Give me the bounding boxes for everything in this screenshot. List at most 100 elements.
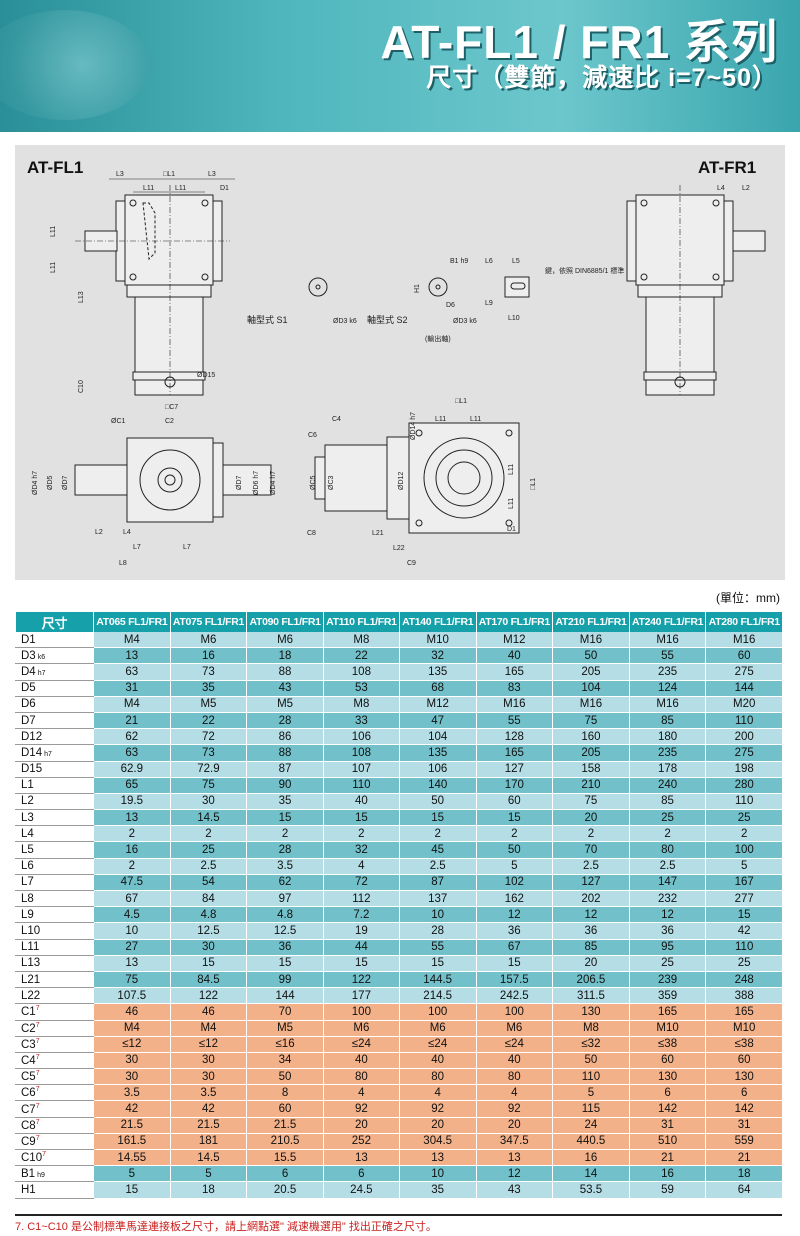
table-row: C97 161.5 181 210.5 252 304.5 347.5 440.5 510 559 xyxy=(15,1133,782,1151)
table-cell: 304.5 xyxy=(398,1133,476,1151)
table-cell: 130 xyxy=(705,1068,782,1086)
svg-text:L4: L4 xyxy=(717,185,725,192)
table-cell: ≤24 xyxy=(475,1036,553,1053)
table-cell: 104 xyxy=(398,728,476,746)
dimension-name: D15 xyxy=(21,763,43,776)
svg-text:ØD15: ØD15 xyxy=(197,372,215,379)
svg-text:C6: C6 xyxy=(308,432,317,439)
footnote-ref: 7 xyxy=(35,1021,40,1029)
row-label: D3 k6 xyxy=(15,647,94,665)
row-label: D6 xyxy=(15,696,94,713)
dimension-name: B1 xyxy=(21,1167,36,1180)
table-cell: 13 xyxy=(475,1149,553,1167)
table-cell: 177 xyxy=(322,987,400,1005)
table-cell: 80 xyxy=(475,1068,553,1086)
table-cell: M16 xyxy=(705,632,782,649)
table-cell: 85 xyxy=(628,712,706,730)
tolerance: h7 xyxy=(37,669,46,677)
table-row: L1 65 75 90 110 140 170 210 240 280 xyxy=(15,777,782,794)
table-cell: 106 xyxy=(322,728,400,746)
table-cell: 3.5 xyxy=(169,1084,247,1102)
table-row: D3 k6 13 16 18 22 32 40 50 55 60 xyxy=(15,647,782,665)
table-cell: 16 xyxy=(552,1149,630,1167)
dimension-name: D1 xyxy=(21,633,36,646)
row-label: L1 xyxy=(15,777,94,794)
row-label: C47 xyxy=(15,1052,94,1070)
table-cell: 62 xyxy=(246,874,324,892)
table-cell: 6 xyxy=(246,1165,324,1183)
svg-text:D1: D1 xyxy=(507,526,516,533)
table-cell: 239 xyxy=(628,971,706,989)
row-label: L5 xyxy=(15,841,94,859)
table-cell: 15 xyxy=(322,809,400,827)
svg-text:D6: D6 xyxy=(446,302,455,309)
dimension-name: L9 xyxy=(21,908,34,921)
table-cell: 36 xyxy=(475,922,553,940)
table-cell: 30 xyxy=(93,1068,171,1086)
table-cell: 12 xyxy=(628,906,706,924)
footnote-ref: 7 xyxy=(35,1086,40,1094)
table-cell: 4 xyxy=(475,1084,553,1102)
table-cell: 25 xyxy=(705,809,782,827)
table-cell: 100 xyxy=(705,841,782,859)
table-cell: 83 xyxy=(475,680,553,697)
svg-text:L4: L4 xyxy=(123,529,131,536)
table-cell: 32 xyxy=(398,647,476,665)
row-label: L9 xyxy=(15,906,94,924)
table-row: L3 13 14.5 15 15 15 15 20 25 25 xyxy=(15,809,782,827)
table-cell: 68 xyxy=(398,680,476,697)
table-row: L21 75 84.5 99 122 144.5 157.5 206.5 239 248 xyxy=(15,971,782,989)
dimension-name: D14 xyxy=(21,746,43,759)
dimension-name: L4 xyxy=(21,827,34,840)
tolerance: h9 xyxy=(37,1171,45,1179)
table-cell: M12 xyxy=(475,632,553,649)
table-cell: 15.5 xyxy=(246,1149,324,1167)
table-cell: 15 xyxy=(705,906,782,924)
table-cell: 165 xyxy=(705,1003,782,1021)
table-cell: 20 xyxy=(552,955,630,972)
table-cell: 43 xyxy=(475,1181,553,1199)
table-cell: 36 xyxy=(552,922,630,940)
table-cell: 110 xyxy=(705,712,782,730)
table-cell: 24.5 xyxy=(322,1181,400,1199)
table-cell: 50 xyxy=(398,793,476,811)
table-cell: 388 xyxy=(705,987,782,1005)
table-cell: 14.5 xyxy=(169,809,247,827)
svg-text:L11: L11 xyxy=(175,185,186,192)
table-cell: 21 xyxy=(93,712,171,730)
row-label: L22 xyxy=(15,987,94,1005)
table-cell: 5 xyxy=(475,858,553,875)
table-cell: 21.5 xyxy=(93,1117,171,1134)
table-cell: 165 xyxy=(475,744,553,762)
page-title: AT-FL1 / FR1 系列 xyxy=(380,16,778,68)
row-label: L4 xyxy=(15,825,94,843)
tolerance: k6 xyxy=(37,653,46,661)
svg-text:L11: L11 xyxy=(143,185,154,192)
svg-text:B1 h9: B1 h9 xyxy=(450,258,468,265)
table-cell: 180 xyxy=(628,728,706,746)
table-cell: 5 xyxy=(705,858,782,875)
table-cell: 21 xyxy=(628,1149,706,1167)
row-label: L7 xyxy=(15,874,94,892)
table-cell: 88 xyxy=(246,663,324,681)
dimension-table: 尺寸 AT065 FL1/FR1 AT075 FL1/FR1 AT090 FL1/F… xyxy=(15,612,782,1199)
table-row: C27 M4 M4 M5 M6 M6 M6 M8 M10 M10 xyxy=(15,1020,782,1037)
table-cell: 16 xyxy=(93,841,171,859)
table-cell: 62 xyxy=(93,728,171,746)
footnote-ref: 7 xyxy=(35,1005,40,1013)
table-cell: 42 xyxy=(705,922,782,940)
svg-text:L5: L5 xyxy=(512,258,520,265)
svg-text:軸型式 S1: 軸型式 S1 xyxy=(247,314,288,325)
table-cell: 232 xyxy=(628,890,706,908)
table-cell: 55 xyxy=(628,647,706,665)
table-cell: 165 xyxy=(628,1003,706,1021)
svg-text:L22: L22 xyxy=(393,545,405,552)
dimension-name: L21 xyxy=(21,973,41,986)
dimension-name: L22 xyxy=(21,989,41,1002)
table-cell: 25 xyxy=(628,809,706,827)
row-label: L8 xyxy=(15,890,94,908)
svg-text:L11: L11 xyxy=(470,416,481,423)
table-cell: 2 xyxy=(628,825,706,843)
footnote: 7. C1~C10 是公制標準馬達連接板之尺寸，請上網點選" 減速機選用" 找出… xyxy=(15,1221,437,1233)
table-cell: 31 xyxy=(628,1117,706,1134)
